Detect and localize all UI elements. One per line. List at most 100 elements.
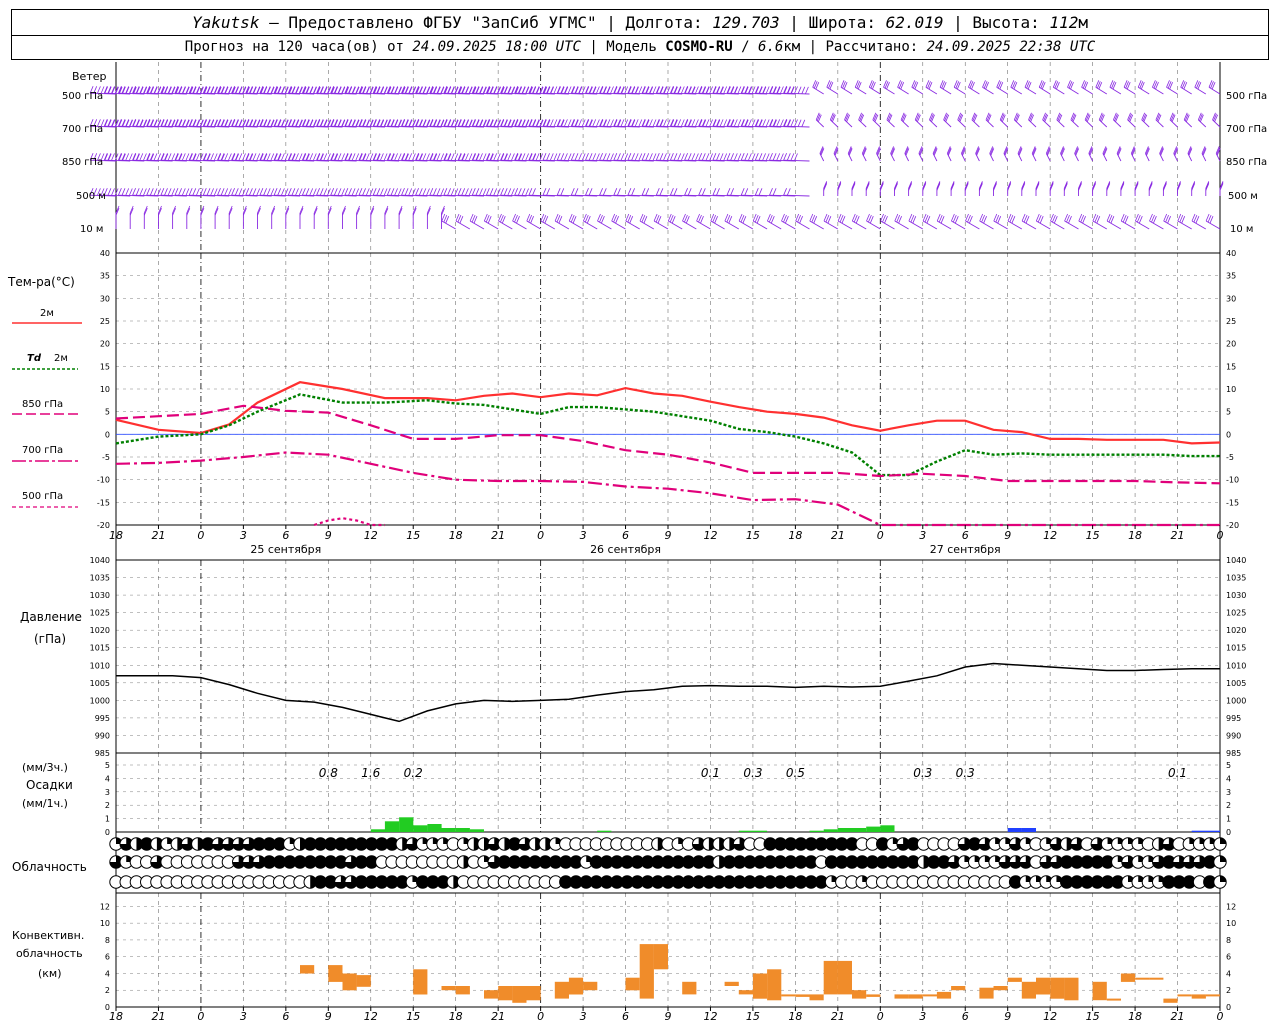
- wind-feather-0-45-2: [733, 86, 738, 94]
- wind-barb-4-74: [1149, 220, 1164, 230]
- temp-tick-left--5: -5: [102, 453, 110, 462]
- wind-feather-3-52-2: [851, 183, 856, 191]
- wind-feather-2-22-1: [404, 153, 409, 161]
- wind-feather-2-75-2: [1174, 148, 1179, 156]
- wind-feather-2-52-1: [848, 147, 853, 155]
- wind-feather-3-27-0: [471, 188, 476, 196]
- wind-feather-0-33-1: [560, 86, 565, 94]
- wind-feather-0-50-0: [812, 80, 817, 88]
- wind-feather-0-50-1: [813, 81, 818, 89]
- wind-feather-1-45-1: [730, 119, 734, 127]
- precip-bar-0-5: [441, 828, 456, 832]
- wind-feather-4-75-2: [1167, 216, 1171, 224]
- wind-feather-2-56-2: [905, 148, 910, 156]
- wind-feather-2-41-1: [673, 153, 678, 161]
- wind-feather-3-62-2: [993, 183, 997, 191]
- wind-barb-1-57: [914, 119, 924, 128]
- wind-feather-1-21-6: [408, 119, 413, 128]
- wind-feather-3-66-1: [1049, 182, 1054, 190]
- wind-feather-0-60-0: [953, 80, 958, 88]
- wind-feather-0-44-3: [723, 86, 728, 94]
- wind-feather-4-47-0: [767, 213, 771, 222]
- wind-feather-4-65-1: [1023, 214, 1028, 223]
- wind-feather-0-16-3: [327, 86, 331, 94]
- conv-tick-right-2: 2: [1226, 986, 1231, 995]
- wind-feather-0-55-0: [883, 80, 887, 88]
- wind-feather-0-12-2: [266, 86, 271, 94]
- wind-feather-0-8-0: [202, 86, 207, 94]
- wind-feather-1-15-2: [309, 119, 314, 127]
- wind-feather-2-30-5: [532, 153, 537, 161]
- wind-feather-3-0-3: [100, 188, 105, 196]
- wind-feather-2-69-2: [1089, 148, 1094, 156]
- wind-feather-1-44-3: [723, 119, 728, 127]
- wind-feather-1-31-2: [535, 119, 540, 127]
- wind-feather-0-66-2: [1041, 82, 1046, 90]
- wind-feather-2-29-5: [518, 153, 523, 161]
- wind-feather-0-8-7: [228, 86, 233, 95]
- wind-feather-0-69-2: [1084, 82, 1089, 90]
- conv-bar-37: [1021, 981, 1036, 999]
- wind-barb-1-65: [1028, 119, 1037, 128]
- wind-feather-0-35-1: [588, 86, 593, 94]
- wind-feather-2-45-3: [737, 153, 742, 161]
- wind-feather-0-57-0: [911, 80, 916, 88]
- wind-feather-2-4-0: [146, 153, 151, 161]
- wind-feather-2-32-3: [553, 153, 558, 161]
- wind-barb-1-64: [1013, 119, 1023, 128]
- wind-feather-4-76-1: [1179, 214, 1184, 223]
- wind-barb-1-66: [1042, 119, 1051, 128]
- wind-feather-2-24-2: [436, 153, 441, 161]
- wind-feather-1-3-0: [132, 119, 136, 127]
- wind-barb-4-38: [639, 220, 655, 230]
- wind-barb-4-41: [682, 220, 697, 230]
- wind-feather-1-37-5: [631, 119, 636, 127]
- wind-feather-1-65-1: [1029, 113, 1033, 121]
- time-label-1: 21: [151, 529, 165, 542]
- wind-feather-0-9-5: [235, 86, 239, 94]
- wind-feather-2-69-0: [1088, 146, 1093, 154]
- wind-feather-0-6-4: [189, 86, 193, 94]
- time-label-18: 0: [877, 529, 884, 542]
- wind-feather-4-76-0: [1177, 213, 1182, 222]
- wind-feather-2-20-3: [383, 153, 388, 161]
- wind-feather-0-2-4: [132, 86, 137, 94]
- wind-feather-0-15-4: [316, 86, 321, 94]
- wind-feather-4-0-0: [115, 205, 120, 214]
- wind-feather-1-69-1: [1085, 113, 1090, 121]
- chart-header: Yakutsk — Предоставлено ФГБУ "ЗапСиб УГМ…: [11, 9, 1269, 60]
- wind-feather-1-14-3: [298, 119, 303, 127]
- wind-feather-4-40-0: [667, 213, 672, 222]
- wind-feather-2-35-3: [596, 153, 600, 161]
- wind-feather-1-25-3: [454, 119, 459, 127]
- wind-feather-1-18-2: [351, 119, 356, 127]
- wind-barb-4-35: [597, 220, 612, 230]
- wind-feather-1-3-4: [146, 119, 151, 127]
- wind-feather-1-55-0: [886, 112, 891, 120]
- wind-feather-1-46-1: [744, 119, 749, 127]
- wind-feather-1-41-1: [673, 119, 678, 127]
- wind-feather-1-40-2: [663, 119, 667, 127]
- wind-feather-4-70-2: [1096, 216, 1101, 224]
- wind-feather-4-3-0: [158, 205, 162, 214]
- wind-feather-0-21-5: [405, 86, 409, 94]
- wind-feather-0-38-1: [631, 86, 635, 94]
- wind-feather-1-62-0: [985, 112, 990, 120]
- wind-feather-0-9-7: [242, 86, 247, 95]
- conv-bar-48: [1191, 994, 1206, 999]
- wind-feather-3-5-1: [164, 188, 168, 196]
- bottom-label-7: 15: [406, 1010, 420, 1023]
- wind-feather-2-52-0: [847, 146, 852, 154]
- wind-feather-0-32-3: [553, 86, 558, 94]
- wind-feather-2-29-2: [507, 153, 512, 161]
- cloud-fill-2-108: [1220, 875, 1227, 882]
- wind-feather-0-24-2: [436, 86, 441, 94]
- bottom-label-3: 3: [240, 1010, 247, 1023]
- wind-feather-0-25-5: [461, 86, 466, 94]
- wind-feather-0-10-6: [253, 86, 257, 95]
- wind-feather-2-3-0: [132, 153, 136, 161]
- resolution-unit: км: [783, 39, 801, 55]
- wind-feather-4-42-2: [700, 216, 704, 224]
- conv-tick-left-10: 10: [100, 919, 110, 928]
- wind-feather-0-62-0: [982, 80, 986, 88]
